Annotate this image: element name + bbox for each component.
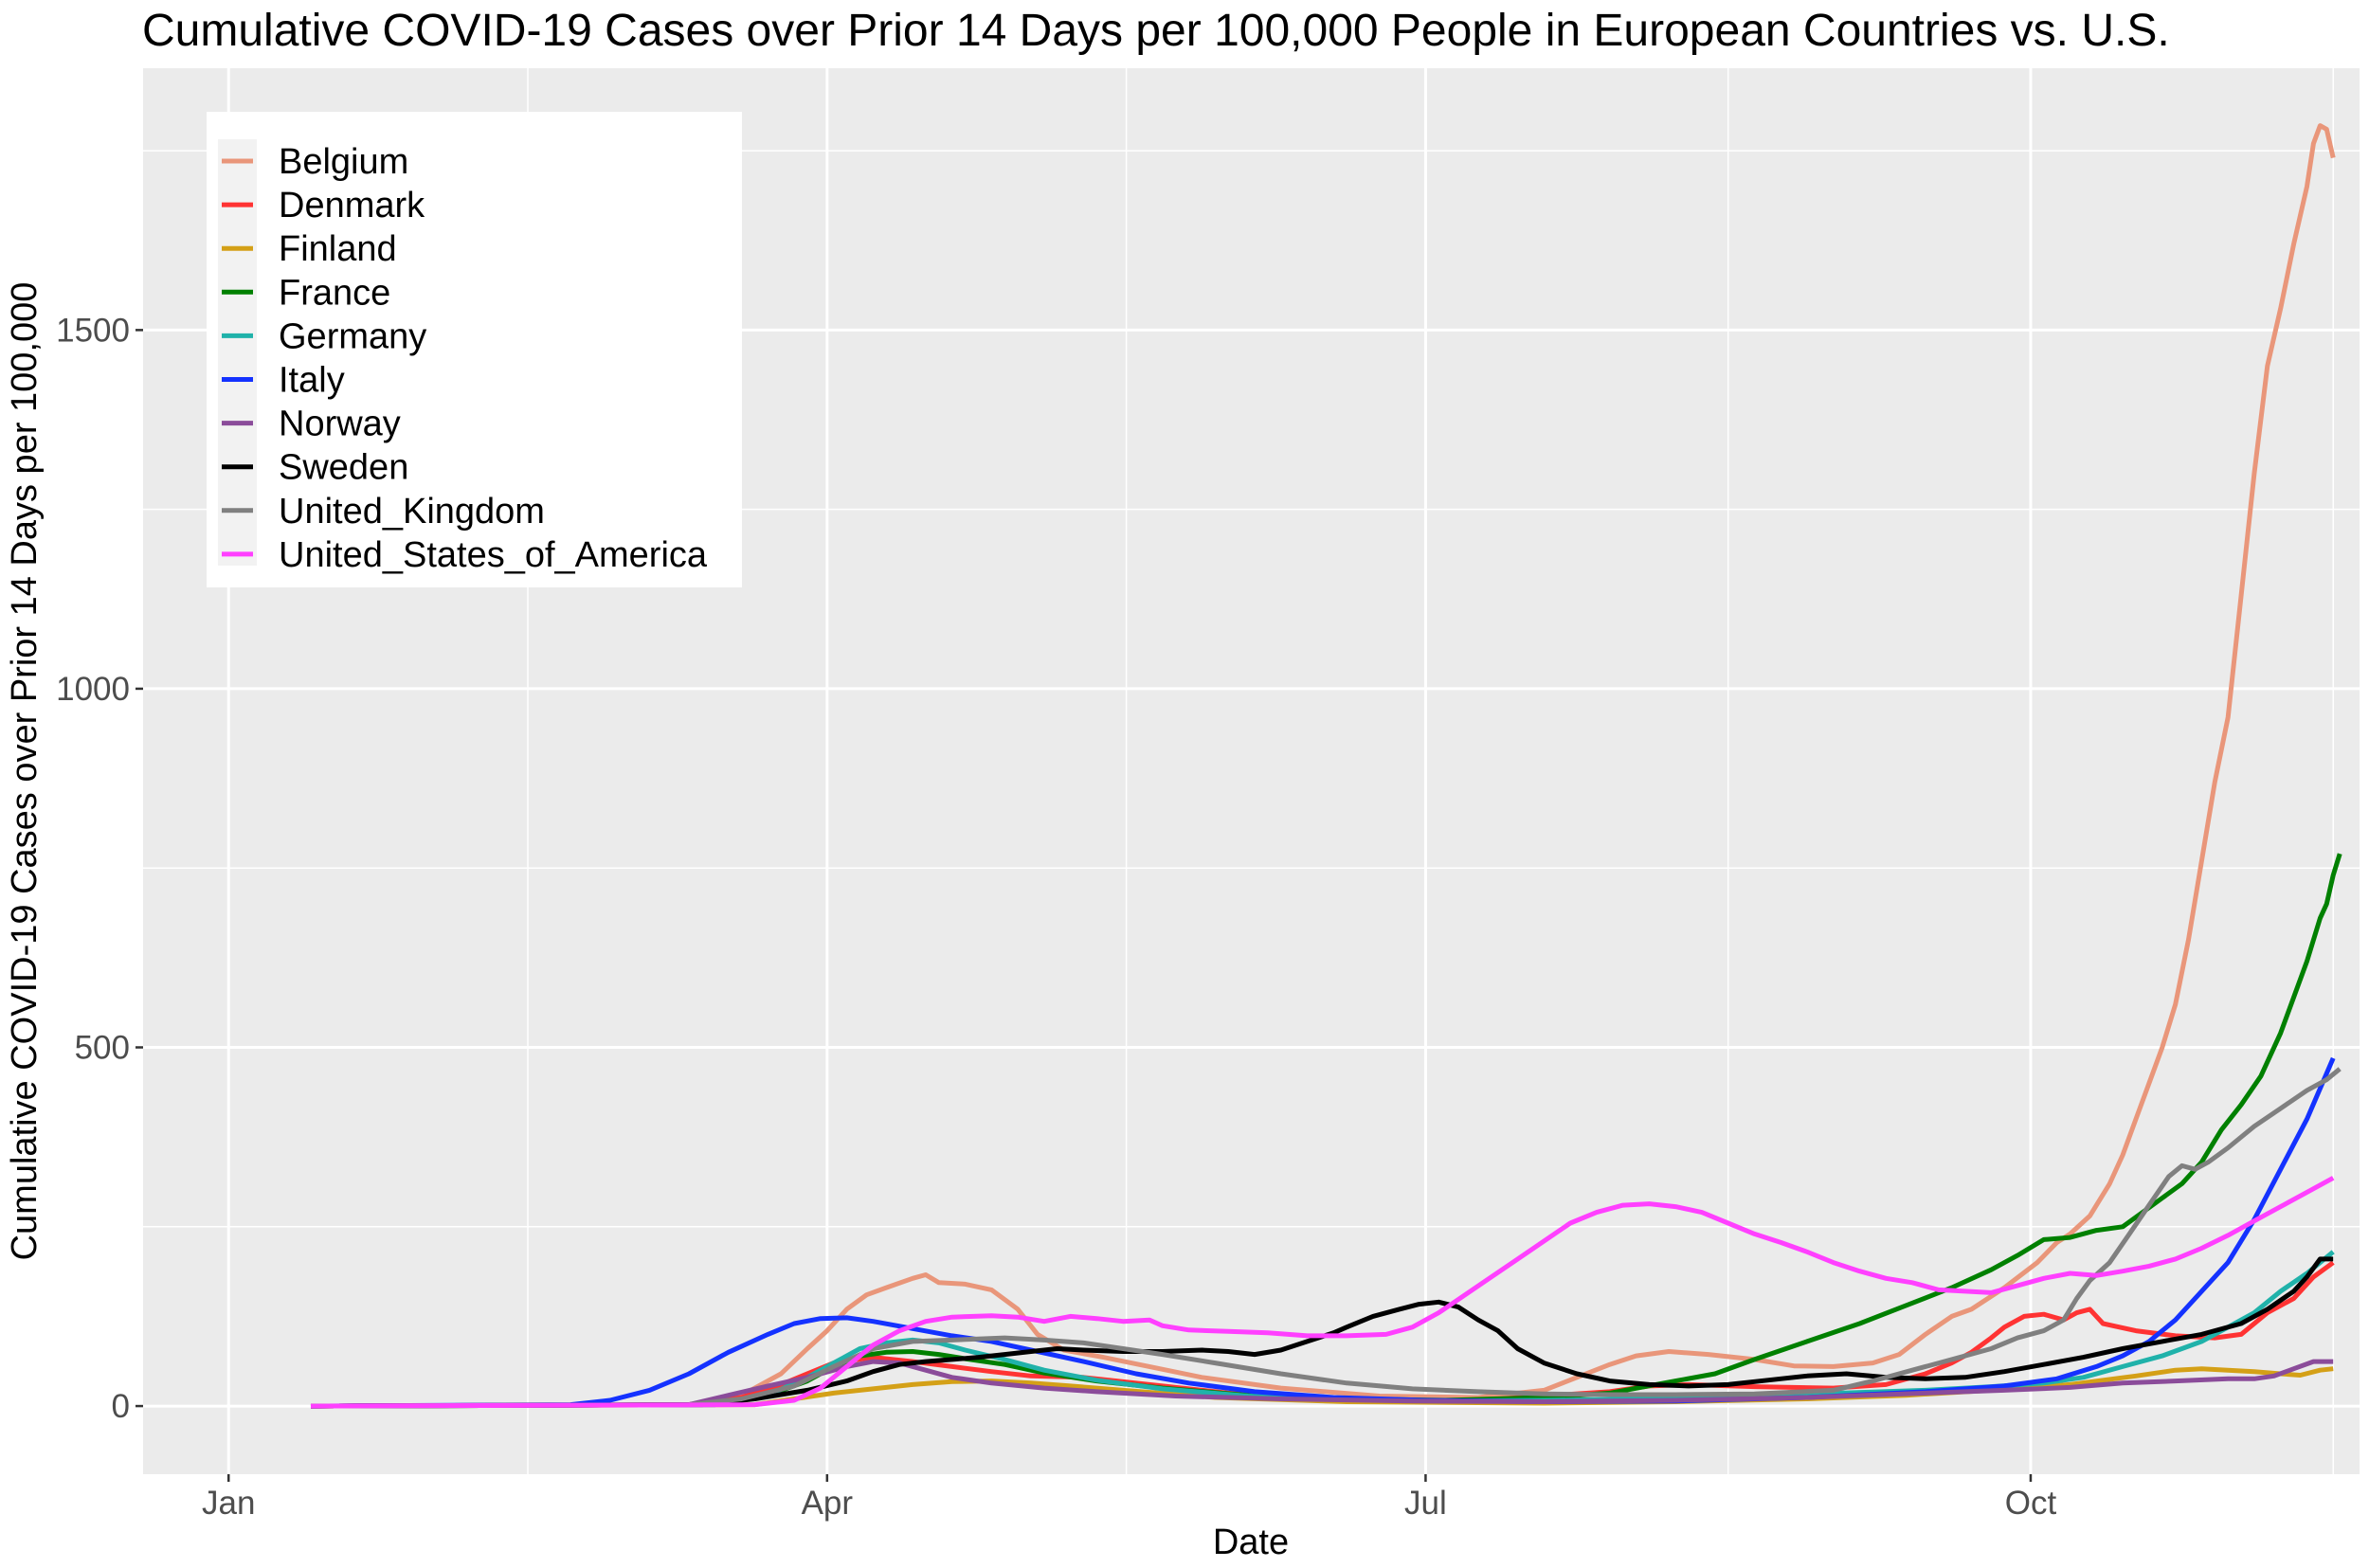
legend-item: United_States_of_America: [222, 535, 708, 575]
series-line-sweden: [310, 1256, 2334, 1409]
legend-label: Finland: [279, 229, 397, 269]
y-tick-label: 1000: [56, 671, 130, 708]
y-tick-label: 1500: [56, 312, 130, 349]
legend-key-background: [218, 139, 257, 566]
y-tick-label: 0: [112, 1388, 130, 1425]
x-tick-label: Jan: [202, 1485, 255, 1522]
series-layer: [310, 123, 2342, 1409]
x-tick-label: Apr: [802, 1485, 854, 1522]
legend-label: Denmark: [279, 186, 425, 225]
series-line-norway: [310, 1359, 2334, 1409]
legend-label: Italy: [279, 361, 345, 401]
y-axis-title: Cumulative COVID-19 Cases over Prior 14 …: [5, 282, 45, 1261]
legend-label: United_States_of_America: [279, 535, 708, 575]
x-tick-label: Jul: [1404, 1485, 1447, 1522]
y-axis: 0 500 1000 1500: [56, 312, 143, 1425]
legend-label: Germany: [279, 316, 426, 356]
legend-label: Sweden: [279, 448, 408, 488]
x-axis: Jan Apr Jul Oct: [202, 1474, 2056, 1522]
chart-title: Cumulative COVID-19 Cases over Prior 14 …: [142, 6, 2170, 56]
x-axis-title: Date: [1213, 1523, 1289, 1562]
series-line-united-states-of-america: [310, 1176, 2335, 1409]
y-tick-label: 500: [75, 1030, 130, 1067]
x-tick-label: Oct: [2005, 1485, 2057, 1522]
series-line-france: [310, 853, 2342, 1409]
legend-item: United_Kingdom: [222, 492, 545, 532]
legend-item: France: [222, 273, 390, 313]
series-line-belgium: [310, 123, 2336, 1409]
legend-item: Germany: [222, 316, 426, 356]
legend-label: Belgium: [279, 142, 408, 182]
legend-item: Finland: [222, 229, 397, 269]
legend-box: [207, 112, 742, 587]
legend-item: Belgium: [222, 142, 408, 182]
legend-item: Italy: [222, 361, 345, 401]
legend-label: United_Kingdom: [279, 492, 545, 532]
series-line-united-kingdom: [310, 1067, 2342, 1409]
legend-label: Norway: [279, 405, 401, 444]
series-line-italy: [310, 1056, 2336, 1409]
legend-item: Sweden: [222, 448, 408, 488]
legend-item: Norway: [222, 405, 401, 444]
legend-item: Denmark: [222, 186, 425, 225]
legend-label: France: [279, 273, 390, 313]
